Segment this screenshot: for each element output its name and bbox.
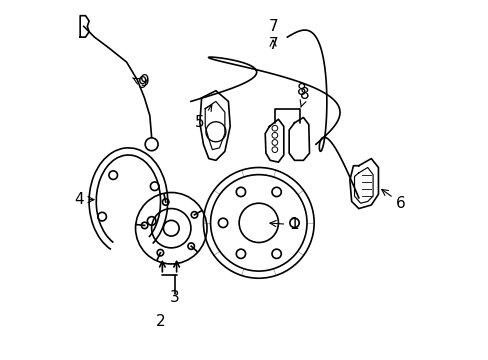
Text: 9: 9 [139, 74, 149, 89]
Text: 8: 8 [296, 83, 306, 98]
Text: 3: 3 [170, 291, 180, 305]
Text: 9: 9 [132, 76, 147, 91]
Text: 4: 4 [74, 192, 94, 207]
Text: 6: 6 [381, 189, 405, 211]
Text: 7: 7 [268, 19, 277, 34]
Text: 7: 7 [268, 37, 277, 52]
Text: 8: 8 [300, 87, 309, 107]
Text: 2: 2 [155, 314, 165, 329]
Text: 5: 5 [195, 105, 211, 130]
Text: 1: 1 [269, 217, 298, 232]
